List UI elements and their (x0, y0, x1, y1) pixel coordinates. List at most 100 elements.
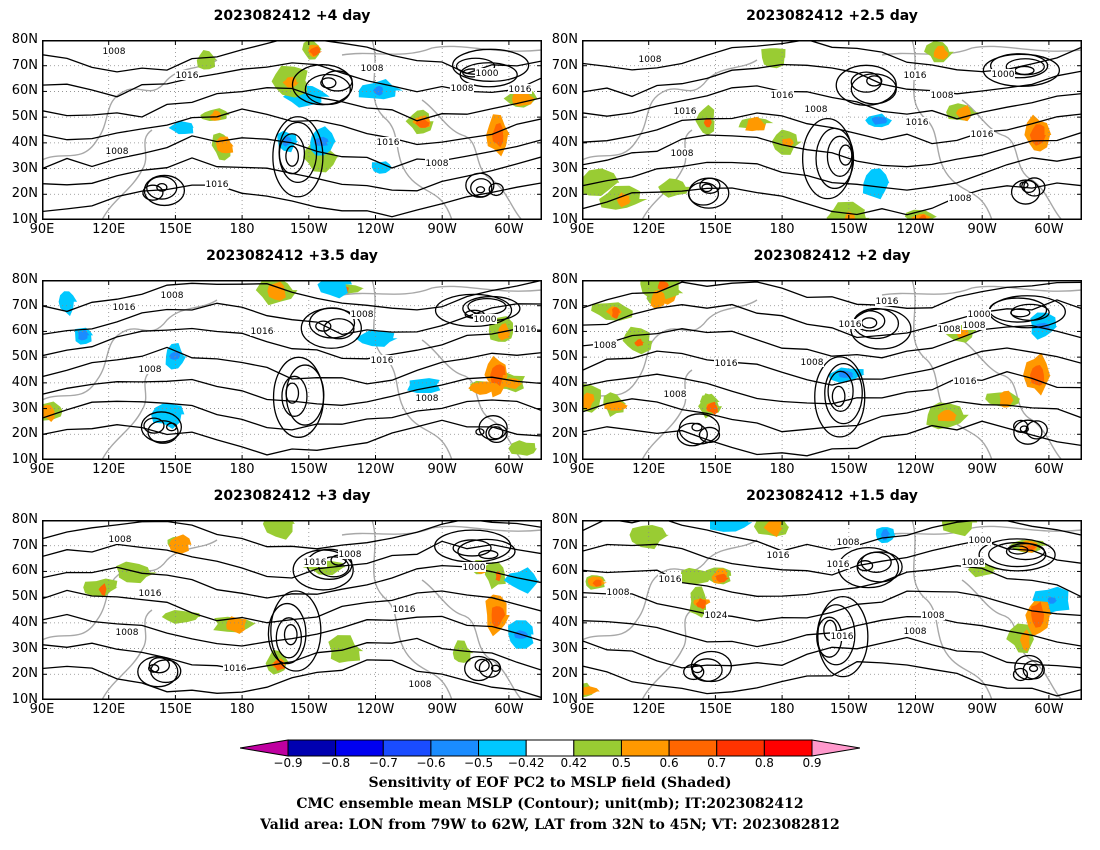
latitude-label: 10N (11, 212, 38, 227)
sensitivity-shading (937, 409, 958, 422)
sensitivity-shading (862, 168, 890, 200)
longitude-label: 150E (158, 222, 192, 237)
contour-label: 1008 (109, 535, 132, 545)
panel-title: 2023082412 +3.5 day (206, 248, 378, 264)
contour-label: 1016 (224, 664, 247, 674)
mslp-contours (582, 520, 1082, 697)
longitude-label: 150W (829, 702, 868, 717)
sensitivity-shading (706, 401, 718, 415)
longitude-label: 180 (229, 222, 255, 237)
latitude-label: 60N (551, 563, 578, 579)
colorbar-tick-label: 0.5 (611, 756, 631, 770)
sensitivity-shading (415, 118, 431, 128)
contour-label: 1008 (639, 55, 662, 65)
sensitivity-shading (267, 281, 286, 301)
colorbar-tick-label: −0.9 (273, 756, 303, 770)
sensitivity-shading (650, 290, 666, 309)
sensitivity-shading (761, 48, 786, 69)
latitude-label: 40N (11, 614, 38, 630)
contour-label: 1008 (103, 47, 126, 57)
contour-label: 1016 (113, 303, 136, 313)
sensitivity-shading (871, 116, 888, 125)
sensitivity-shading (78, 329, 90, 341)
sensitivity-shading (658, 178, 690, 198)
contour-label: 1008 (409, 680, 432, 690)
caption-line-3: Valid area: LON from 79W to 62W, LAT fro… (260, 817, 840, 833)
contour-label: 1008 (116, 628, 139, 638)
sensitivity-shading (492, 122, 504, 148)
contour-label: 1016 (715, 359, 738, 369)
sensitivity-shading (169, 351, 180, 360)
contour-label: 1016 (377, 138, 400, 148)
longitude-label: 180 (229, 702, 255, 717)
latitude-label: 50N (551, 349, 578, 365)
longitude-label: 90W (967, 462, 997, 477)
sensitivity-shading (491, 606, 506, 629)
colorbar-bin (382, 739, 432, 757)
panel-title: 2023082412 +2.5 day (746, 8, 918, 24)
contour-label: 1016 (831, 632, 854, 642)
latitude-label: 10N (11, 692, 38, 707)
contour-label: 1016 (904, 71, 927, 81)
latitude-label: 50N (11, 349, 38, 365)
latitude-label: 80N (551, 272, 578, 287)
longitude-label: 150W (829, 462, 868, 477)
sensitivity-shading (309, 46, 323, 56)
latitude-label: 20N (551, 186, 578, 202)
longitude-label: 90W (967, 702, 997, 717)
longitude-label: 120E (632, 702, 666, 717)
longitude-label: 60W (1034, 702, 1064, 717)
longitude-label: 150W (289, 702, 328, 717)
sensitivity-shading (355, 329, 398, 347)
longitude-label: 180 (769, 462, 795, 477)
map-frame (42, 520, 542, 700)
contour-label: 1008 (161, 291, 184, 301)
latitude-label: 70N (551, 297, 578, 313)
sensitivity-shading (634, 338, 645, 347)
sensitivity-shading (592, 579, 602, 587)
longitude-label: 120W (356, 462, 395, 477)
colorbar-bin (620, 739, 670, 757)
longitude-label: 150W (289, 462, 328, 477)
sensitivity-shading (98, 583, 107, 596)
mslp-contours (42, 40, 542, 218)
longitude-label: 90W (427, 462, 457, 477)
longitude-label: 90E (29, 702, 55, 717)
contour-label: 1008 (361, 64, 384, 74)
contour-label: 1016 (393, 605, 416, 615)
colorbar-tick-label: 0.7 (707, 756, 727, 770)
sensitivity-shading (582, 686, 600, 695)
map-frame (582, 40, 1082, 220)
colorbar (240, 739, 860, 757)
colorbar-tick-label: −0.6 (416, 756, 446, 770)
latitude-label: 30N (11, 160, 38, 176)
caption-line-1: Sensitivity of EOF PC2 to MSLP field (Sh… (368, 775, 732, 791)
contour-label: 1008 (962, 558, 985, 568)
contour-label: 1000 (476, 69, 499, 79)
longitude-label: 180 (229, 462, 255, 477)
contour-label: 1000 (968, 310, 991, 320)
sensitivity-shading (612, 307, 621, 319)
contour-label: 1008 (922, 611, 945, 621)
latitude-label: 10N (551, 452, 578, 467)
latitude-label: 70N (11, 537, 38, 553)
contour-label: 1008 (963, 321, 986, 331)
contour-label: 1008 (594, 341, 617, 351)
contour-label: 1016 (839, 320, 862, 330)
latitude-label: 40N (11, 374, 38, 390)
longitude-label: 120E (632, 222, 666, 237)
contour-label: 1008 (931, 91, 954, 101)
caption-line-2: CMC ensemble mean MSLP (Contour); unit(m… (296, 796, 804, 812)
contour-label: 1008 (664, 390, 687, 400)
longitude-label: 120E (92, 702, 126, 717)
longitude-label: 150W (829, 222, 868, 237)
longitude-label: 60W (1034, 462, 1064, 477)
longitude-label: 90E (29, 462, 55, 477)
colorbar-tick-label: −0.42 (507, 756, 545, 770)
colorbar-tick-label: 0.6 (659, 756, 679, 770)
contour-label: 1008 (139, 365, 162, 375)
colorbar-bin (763, 739, 813, 757)
contour-label: 1016 (139, 589, 162, 599)
panel-title: 2023082412 +3 day (213, 488, 371, 504)
